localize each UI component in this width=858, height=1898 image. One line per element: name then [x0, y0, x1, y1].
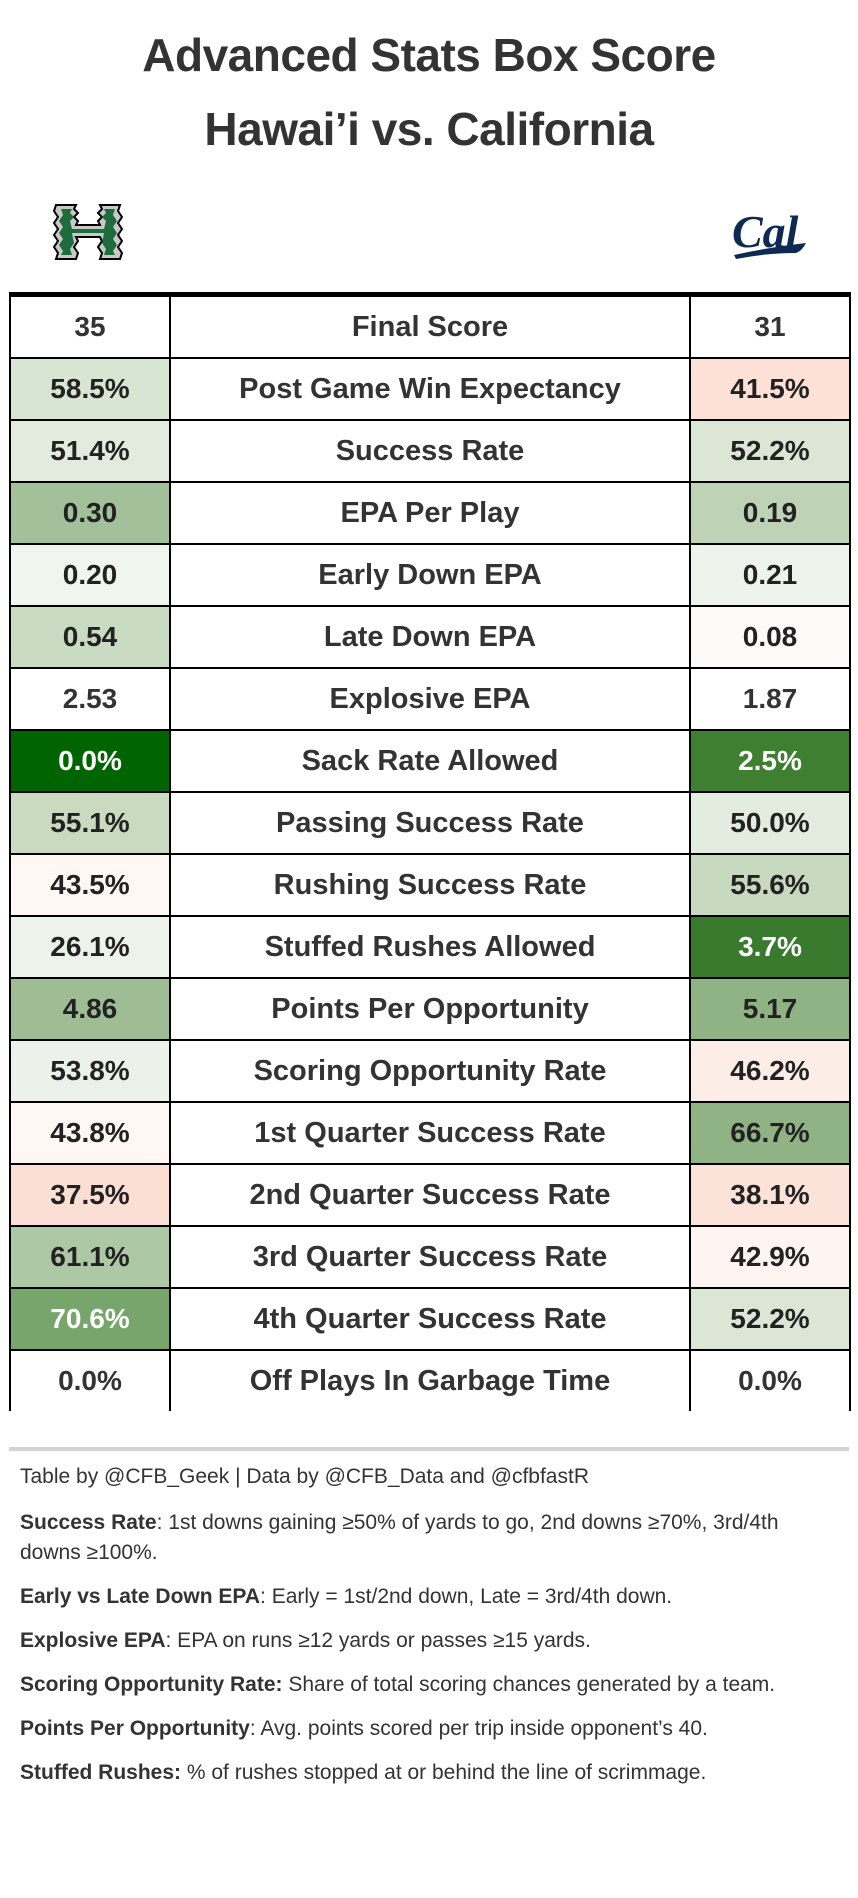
footer-notes: Table by @CFB_Geek | Data by @CFB_Data a…	[20, 1462, 840, 1802]
away-value-cell: 52.2%	[689, 1287, 851, 1351]
home-value-cell: 43.5%	[9, 853, 171, 917]
away-value-cell: 5.17	[689, 977, 851, 1041]
table-bottom-rule	[9, 1447, 849, 1451]
definition-term: Explosive EPA	[20, 1629, 166, 1652]
home-value-cell: 70.6%	[9, 1287, 171, 1351]
table-row: 0.20 Early Down EPA 0.21	[9, 543, 851, 607]
home-value-cell: 0.54	[9, 605, 171, 669]
away-value-cell: 41.5%	[689, 357, 851, 421]
home-value-cell: 55.1%	[9, 791, 171, 855]
metric-label: Post Game Win Expectancy	[169, 357, 691, 421]
home-value-cell: 58.5%	[9, 357, 171, 421]
away-value-cell: 50.0%	[689, 791, 851, 855]
away-value-cell: 0.19	[689, 481, 851, 545]
table-row: 0.0% Off Plays In Garbage Time 0.0%	[9, 1349, 851, 1411]
home-value-cell: 0.0%	[9, 1349, 171, 1411]
home-value-cell: 0.20	[9, 543, 171, 607]
matchup-subtitle: Hawai’i vs. California	[204, 103, 654, 155]
definition-text: Share of total scoring chances generated…	[282, 1673, 776, 1696]
page-title: Advanced Stats Box Score	[142, 29, 716, 81]
table-row: 0.0% Sack Rate Allowed 2.5%	[9, 729, 851, 793]
metric-label: Success Rate	[169, 419, 691, 483]
definition-text: : Avg. points scored per trip inside opp…	[249, 1717, 708, 1740]
definition-note: Points Per Opportunity: Avg. points scor…	[20, 1714, 840, 1744]
away-value-cell: 46.2%	[689, 1039, 851, 1103]
table-row: 53.8% Scoring Opportunity Rate 46.2%	[9, 1039, 851, 1103]
metric-label: Off Plays In Garbage Time	[169, 1349, 691, 1411]
metric-label: Explosive EPA	[169, 667, 691, 731]
table-row: 4.86 Points Per Opportunity 5.17	[9, 977, 851, 1041]
away-value-cell: 42.9%	[689, 1225, 851, 1289]
away-value-cell: 3.7%	[689, 915, 851, 979]
metric-label: Stuffed Rushes Allowed	[169, 915, 691, 979]
definition-note: Stuffed Rushes: % of rushes stopped at o…	[20, 1758, 840, 1788]
definition-note: Success Rate: 1st downs gaining ≥50% of …	[20, 1508, 840, 1568]
home-value-cell: 61.1%	[9, 1225, 171, 1289]
table-row: 37.5% 2nd Quarter Success Rate 38.1%	[9, 1163, 851, 1227]
away-value-cell: 52.2%	[689, 419, 851, 483]
definition-text: : 1st downs gaining ≥50% of yards to go,…	[20, 1511, 779, 1564]
metric-label: 2nd Quarter Success Rate	[169, 1163, 691, 1227]
away-value-cell: 55.6%	[689, 853, 851, 917]
table-row: 43.8% 1st Quarter Success Rate 66.7%	[9, 1101, 851, 1165]
away-value-cell: 0.0%	[689, 1349, 851, 1411]
table-row: 0.54 Late Down EPA 0.08	[9, 605, 851, 669]
home-value-cell: 35	[9, 293, 171, 359]
metric-label: Points Per Opportunity	[169, 977, 691, 1041]
metric-label: Final Score	[169, 293, 691, 359]
away-value-cell: 0.08	[689, 605, 851, 669]
definition-term: Early vs Late Down EPA	[20, 1585, 261, 1608]
home-value-cell: 51.4%	[9, 419, 171, 483]
away-value-cell: 1.87	[689, 667, 851, 731]
metric-label: Sack Rate Allowed	[169, 729, 691, 793]
table-row: 35 Final Score 31	[9, 293, 851, 359]
table-row: 55.1% Passing Success Rate 50.0%	[9, 791, 851, 855]
box-score-table: 35 Final Score 31 58.5% Post Game Win Expect…	[9, 292, 851, 1411]
away-value-cell: 2.5%	[689, 729, 851, 793]
table-row: 26.1% Stuffed Rushes Allowed 3.7%	[9, 915, 851, 979]
definition-note: Explosive EPA: EPA on runs ≥12 yards or …	[20, 1626, 840, 1656]
home-value-cell: 4.86	[9, 977, 171, 1041]
away-value-cell: 0.21	[689, 543, 851, 607]
definition-text: % of rushes stopped at or behind the lin…	[181, 1761, 707, 1784]
definition-text: : EPA on runs ≥12 yards or passes ≥15 ya…	[165, 1629, 591, 1652]
table-row: 2.53 Explosive EPA 1.87	[9, 667, 851, 731]
table-row: 51.4% Success Rate 52.2%	[9, 419, 851, 483]
definition-term: Success Rate	[20, 1511, 157, 1534]
home-value-cell: 37.5%	[9, 1163, 171, 1227]
home-value-cell: 2.53	[9, 667, 171, 731]
definition-text: : Early = 1st/2nd down, Late = 3rd/4th d…	[260, 1585, 673, 1608]
source-credit: Table by @CFB_Geek | Data by @CFB_Data a…	[20, 1465, 589, 1488]
table-row: 43.5% Rushing Success Rate 55.6%	[9, 853, 851, 917]
metric-label: EPA Per Play	[169, 481, 691, 545]
definition-term: Stuffed Rushes:	[20, 1761, 182, 1784]
metric-label: Early Down EPA	[169, 543, 691, 607]
home-value-cell: 26.1%	[9, 915, 171, 979]
home-value-cell: 0.0%	[9, 729, 171, 793]
home-value-cell: 53.8%	[9, 1039, 171, 1103]
away-value-cell: 66.7%	[689, 1101, 851, 1165]
away-value-cell: 31	[689, 293, 851, 359]
table-row: 70.6% 4th Quarter Success Rate 52.2%	[9, 1287, 851, 1351]
home-value-cell: 0.30	[9, 481, 171, 545]
metric-label: Scoring Opportunity Rate	[169, 1039, 691, 1103]
metric-label: Passing Success Rate	[169, 791, 691, 855]
table-row: 61.1% 3rd Quarter Success Rate 42.9%	[9, 1225, 851, 1289]
hawaii-logo-icon	[52, 204, 124, 260]
definition-note: Early vs Late Down EPA: Early = 1st/2nd …	[20, 1582, 840, 1612]
definition-term: Points Per Opportunity	[20, 1717, 250, 1740]
metric-label: 3rd Quarter Success Rate	[169, 1225, 691, 1289]
metric-label: 1st Quarter Success Rate	[169, 1101, 691, 1165]
definition-term: Scoring Opportunity Rate:	[20, 1673, 283, 1696]
metric-label: 4th Quarter Success Rate	[169, 1287, 691, 1351]
definition-note: Scoring Opportunity Rate: Share of total…	[20, 1670, 840, 1700]
home-value-cell: 43.8%	[9, 1101, 171, 1165]
table-row: 0.30 EPA Per Play 0.19	[9, 481, 851, 545]
table-row: 58.5% Post Game Win Expectancy 41.5%	[9, 357, 851, 421]
cal-logo-icon: Cal	[732, 206, 806, 259]
metric-label: Late Down EPA	[169, 605, 691, 669]
away-value-cell: 38.1%	[689, 1163, 851, 1227]
metric-label: Rushing Success Rate	[169, 853, 691, 917]
